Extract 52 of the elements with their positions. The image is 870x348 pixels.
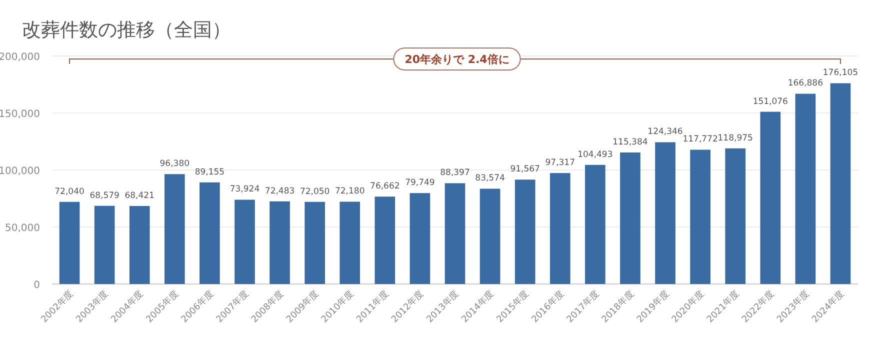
data-label: 166,886 — [788, 78, 824, 89]
bar — [129, 206, 150, 284]
bar — [514, 180, 536, 284]
bar — [550, 173, 570, 284]
bar — [760, 112, 781, 284]
bar — [480, 188, 500, 284]
annotation: 20年余りで 2.4倍に — [404, 53, 510, 66]
data-label: 118,975 — [718, 133, 753, 144]
bar — [304, 202, 325, 284]
data-label: 76,662 — [370, 182, 400, 192]
bar — [830, 83, 851, 284]
bar — [410, 193, 430, 284]
data-label: 89,155 — [194, 167, 225, 178]
data-label: 151,076 — [752, 96, 788, 107]
data-label: 79,749 — [405, 178, 435, 188]
data-label: 68,579 — [90, 190, 120, 201]
bar — [164, 174, 185, 284]
bar — [200, 182, 220, 284]
bar — [444, 183, 466, 284]
bar — [374, 196, 396, 284]
chart-title: 改葬件数の推移（全国） — [22, 19, 231, 41]
bar — [94, 206, 115, 284]
data-label: 97,317 — [545, 158, 576, 168]
data-label: 104,493 — [578, 150, 613, 160]
bar — [655, 142, 676, 284]
bar — [725, 148, 746, 284]
bar — [270, 201, 290, 284]
data-label: 83,574 — [475, 174, 505, 184]
bar — [234, 200, 255, 284]
data-label: 115,384 — [612, 137, 648, 148]
y-tick-label: 100,000 — [0, 166, 40, 177]
data-label: 73,924 — [230, 184, 260, 195]
data-label: 72,483 — [264, 186, 295, 196]
bar — [585, 164, 606, 284]
bar — [340, 202, 360, 284]
y-tick-label: 150,000 — [0, 109, 40, 120]
data-label: 117,772 — [682, 134, 718, 145]
y-tick-label: 0 — [34, 280, 40, 291]
data-label: 88,397 — [440, 168, 470, 178]
data-label: 68,421 — [124, 191, 154, 201]
data-label: 72,050 — [300, 186, 330, 197]
data-label: 96,380 — [160, 159, 190, 170]
bar — [620, 152, 640, 284]
data-label: 72,040 — [54, 186, 84, 197]
bar — [59, 202, 80, 284]
data-label: 124,346 — [648, 127, 683, 138]
data-label: 176,105 — [822, 68, 858, 78]
bar — [690, 150, 710, 284]
data-label: 72,180 — [334, 186, 365, 197]
data-label: 91,567 — [510, 164, 540, 175]
bar — [795, 94, 816, 284]
y-tick-label: 50,000 — [5, 223, 40, 234]
